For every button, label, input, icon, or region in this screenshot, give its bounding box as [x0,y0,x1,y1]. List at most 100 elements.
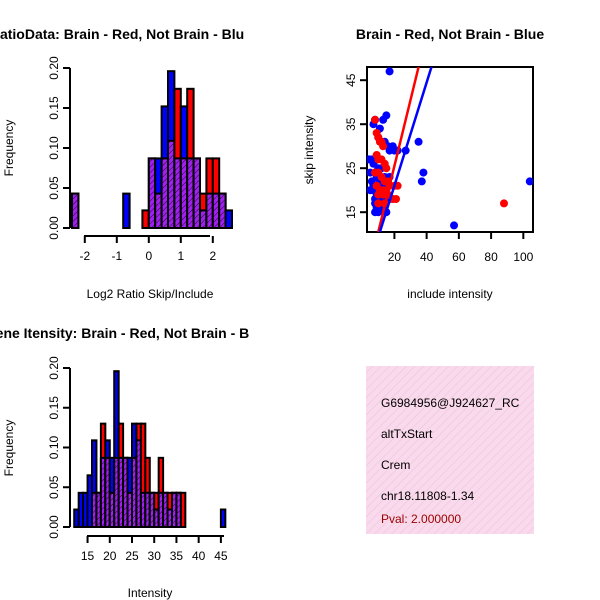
ratio-bar-overlap-hatch [193,158,200,228]
intensity-bar-overlap-hatch [176,492,181,527]
brain-fit-line [377,67,420,232]
scatter-y-tick-label: 45 [344,73,358,87]
intensity-y-tick-label: 0.05 [47,475,61,499]
not-brain-point [419,168,428,177]
intensity-x-tick-label: 25 [125,549,139,563]
intensity-scatter-panel: Brain - Red, Not Brain - Blue 15 25 35 45 2… [302,26,544,301]
intensity-y-label: Frequency [2,420,16,477]
scatter-y-label: skip intensity [302,116,316,185]
ratio-x-tick-label: 2 [209,249,216,263]
intensity-bar-overlap-hatch [114,457,119,527]
intensity-x-tick-label: 35 [170,549,184,563]
brain-point [499,199,508,208]
intensity-y-tick-label: 0.00 [47,515,61,539]
scatter-y-tick-label: 35 [344,117,358,131]
brain-point [371,115,380,124]
scatter-y-ticks: 15 25 35 45 [344,73,367,219]
not-brain-point [417,177,426,186]
ratio-y-tick-label: 0.05 [47,176,61,200]
not-brain-point [385,67,394,76]
intensity-histogram-title: Gene Itensity: Brain - Red, Not Brain - … [0,325,249,341]
ratio-y-ticks: 0.00 0.05 0.10 0.15 0.20 [47,56,70,240]
scatter-x-tick-label: 60 [452,250,466,264]
ratio-y-tick-label: 0.15 [47,96,61,120]
intensity-bar-overlap-hatch [132,457,137,527]
event-info-panel: G6984956@J924627_RC altTxStart Crem chr1… [366,366,534,534]
scatter-y-tick-label: 15 [344,205,358,219]
ratio-bar-overlap-hatch [219,193,226,228]
ratio-x-tick-label: 1 [177,249,184,263]
gene-name: Crem [381,458,410,472]
brain-point [379,142,388,151]
ratio-bar-overlap-hatch [187,158,194,228]
intensity-bar-overlap-hatch [109,492,115,527]
not-brain-point [525,177,533,186]
ratio-bar-overlap-hatch [168,140,175,228]
event-type: altTxStart [381,427,433,441]
intensity-x-ticks: 15 20 25 30 35 40 45 [81,536,228,563]
scatter-title: Brain - Red, Not Brain - Blue [356,26,544,42]
not-brain-point [385,146,394,155]
ratio-bar-overlap-hatch [200,210,207,228]
ratio-y-tick-label: 0.20 [47,56,61,80]
intensity-x-tick-label: 15 [81,549,95,563]
scatter-marks [367,67,533,232]
scatter-x-ticks: 20 40 60 80 100 [388,232,534,264]
intensity-histogram-bars [73,370,227,529]
ratio-bar-overlap-hatch [180,158,188,228]
ratio-bar-overlap-hatch [206,193,213,228]
ratio-x-label: Log2 Ratio Skip/Include [87,287,214,301]
intensity-x-tick-label: 20 [103,549,117,563]
intensity-bar-overlap-hatch [100,457,106,527]
not-brain-point [379,115,388,124]
ratio-y-tick-label: 0.10 [47,136,61,160]
not-brain-fit-line [378,67,433,232]
intensity-bar-overlap-hatch [163,492,168,527]
intensity-x-tick-label: 30 [148,549,162,563]
ratio-bar-overlap-hatch [148,158,156,228]
ratio-bar-overlap-hatch [174,158,181,228]
info-box-background [366,366,534,534]
intensity-y-tick-label: 0.15 [47,396,61,420]
scatter-y-tick-label: 25 [344,161,358,175]
ratio-x-tick-label: -1 [111,249,122,263]
intensity-bar-overlap-hatch [145,492,150,527]
not-brain-point [450,221,459,230]
intensity-y-tick-label: 0.20 [47,356,61,380]
intensity-bar-overlap-hatch [118,457,124,527]
ratio-bar-overlap-hatch [212,193,220,228]
intensity-bar-overlap-hatch [123,457,128,527]
ratio-x-ticks: -2 -1 0 1 2 [79,236,216,263]
ratio-histogram-bars [71,70,234,230]
scatter-plot-box [366,66,534,233]
scatter-x-tick-label: 80 [484,250,498,264]
scatter-x-tick-label: 20 [388,250,402,264]
intensity-bar-outer [179,491,187,529]
ratio-histogram-panel: RatioData: Brain - Red, Not Brain - Blu … [0,26,244,301]
event-id: G6984956@J924627_RC [381,396,520,410]
not-brain-point [414,137,423,146]
intensity-bar-overlap-hatch [105,457,110,527]
ratio-x-tick-label: -2 [79,249,90,263]
ratio-y-label: Frequency [2,120,16,177]
intensity-bar-overlap-hatch [92,492,97,527]
intensity-y-tick-label: 0.10 [47,435,61,459]
intensity-bar-overlap-hatch [149,492,155,527]
brain-point [392,195,401,203]
intensity-x-tick-label: 45 [214,549,228,563]
intensity-bar-overlap-hatch [140,492,146,527]
scatter-x-tick-label: 40 [420,250,434,264]
scatter-x-label: include intensity [407,287,492,301]
intensity-bar-overlap-hatch [154,509,159,527]
intensity-histogram-panel: Gene Itensity: Brain - Red, Not Brain - … [0,325,249,600]
ratio-histogram-title: RatioData: Brain - Red, Not Brain - Blu [0,26,244,42]
ratio-y-tick-label: 0.00 [47,216,61,240]
intensity-bar-overlap-hatch [167,509,172,527]
ratio-bar-overlap-hatch [72,193,79,228]
intensity-bar-outer [219,508,227,529]
intensity-y-ticks: 0.00 0.05 0.10 0.15 0.20 [47,356,70,539]
p-value: Pval: 2.000000 [381,512,461,526]
brain-point [374,199,383,208]
ratio-x-tick-label: 0 [145,249,152,263]
